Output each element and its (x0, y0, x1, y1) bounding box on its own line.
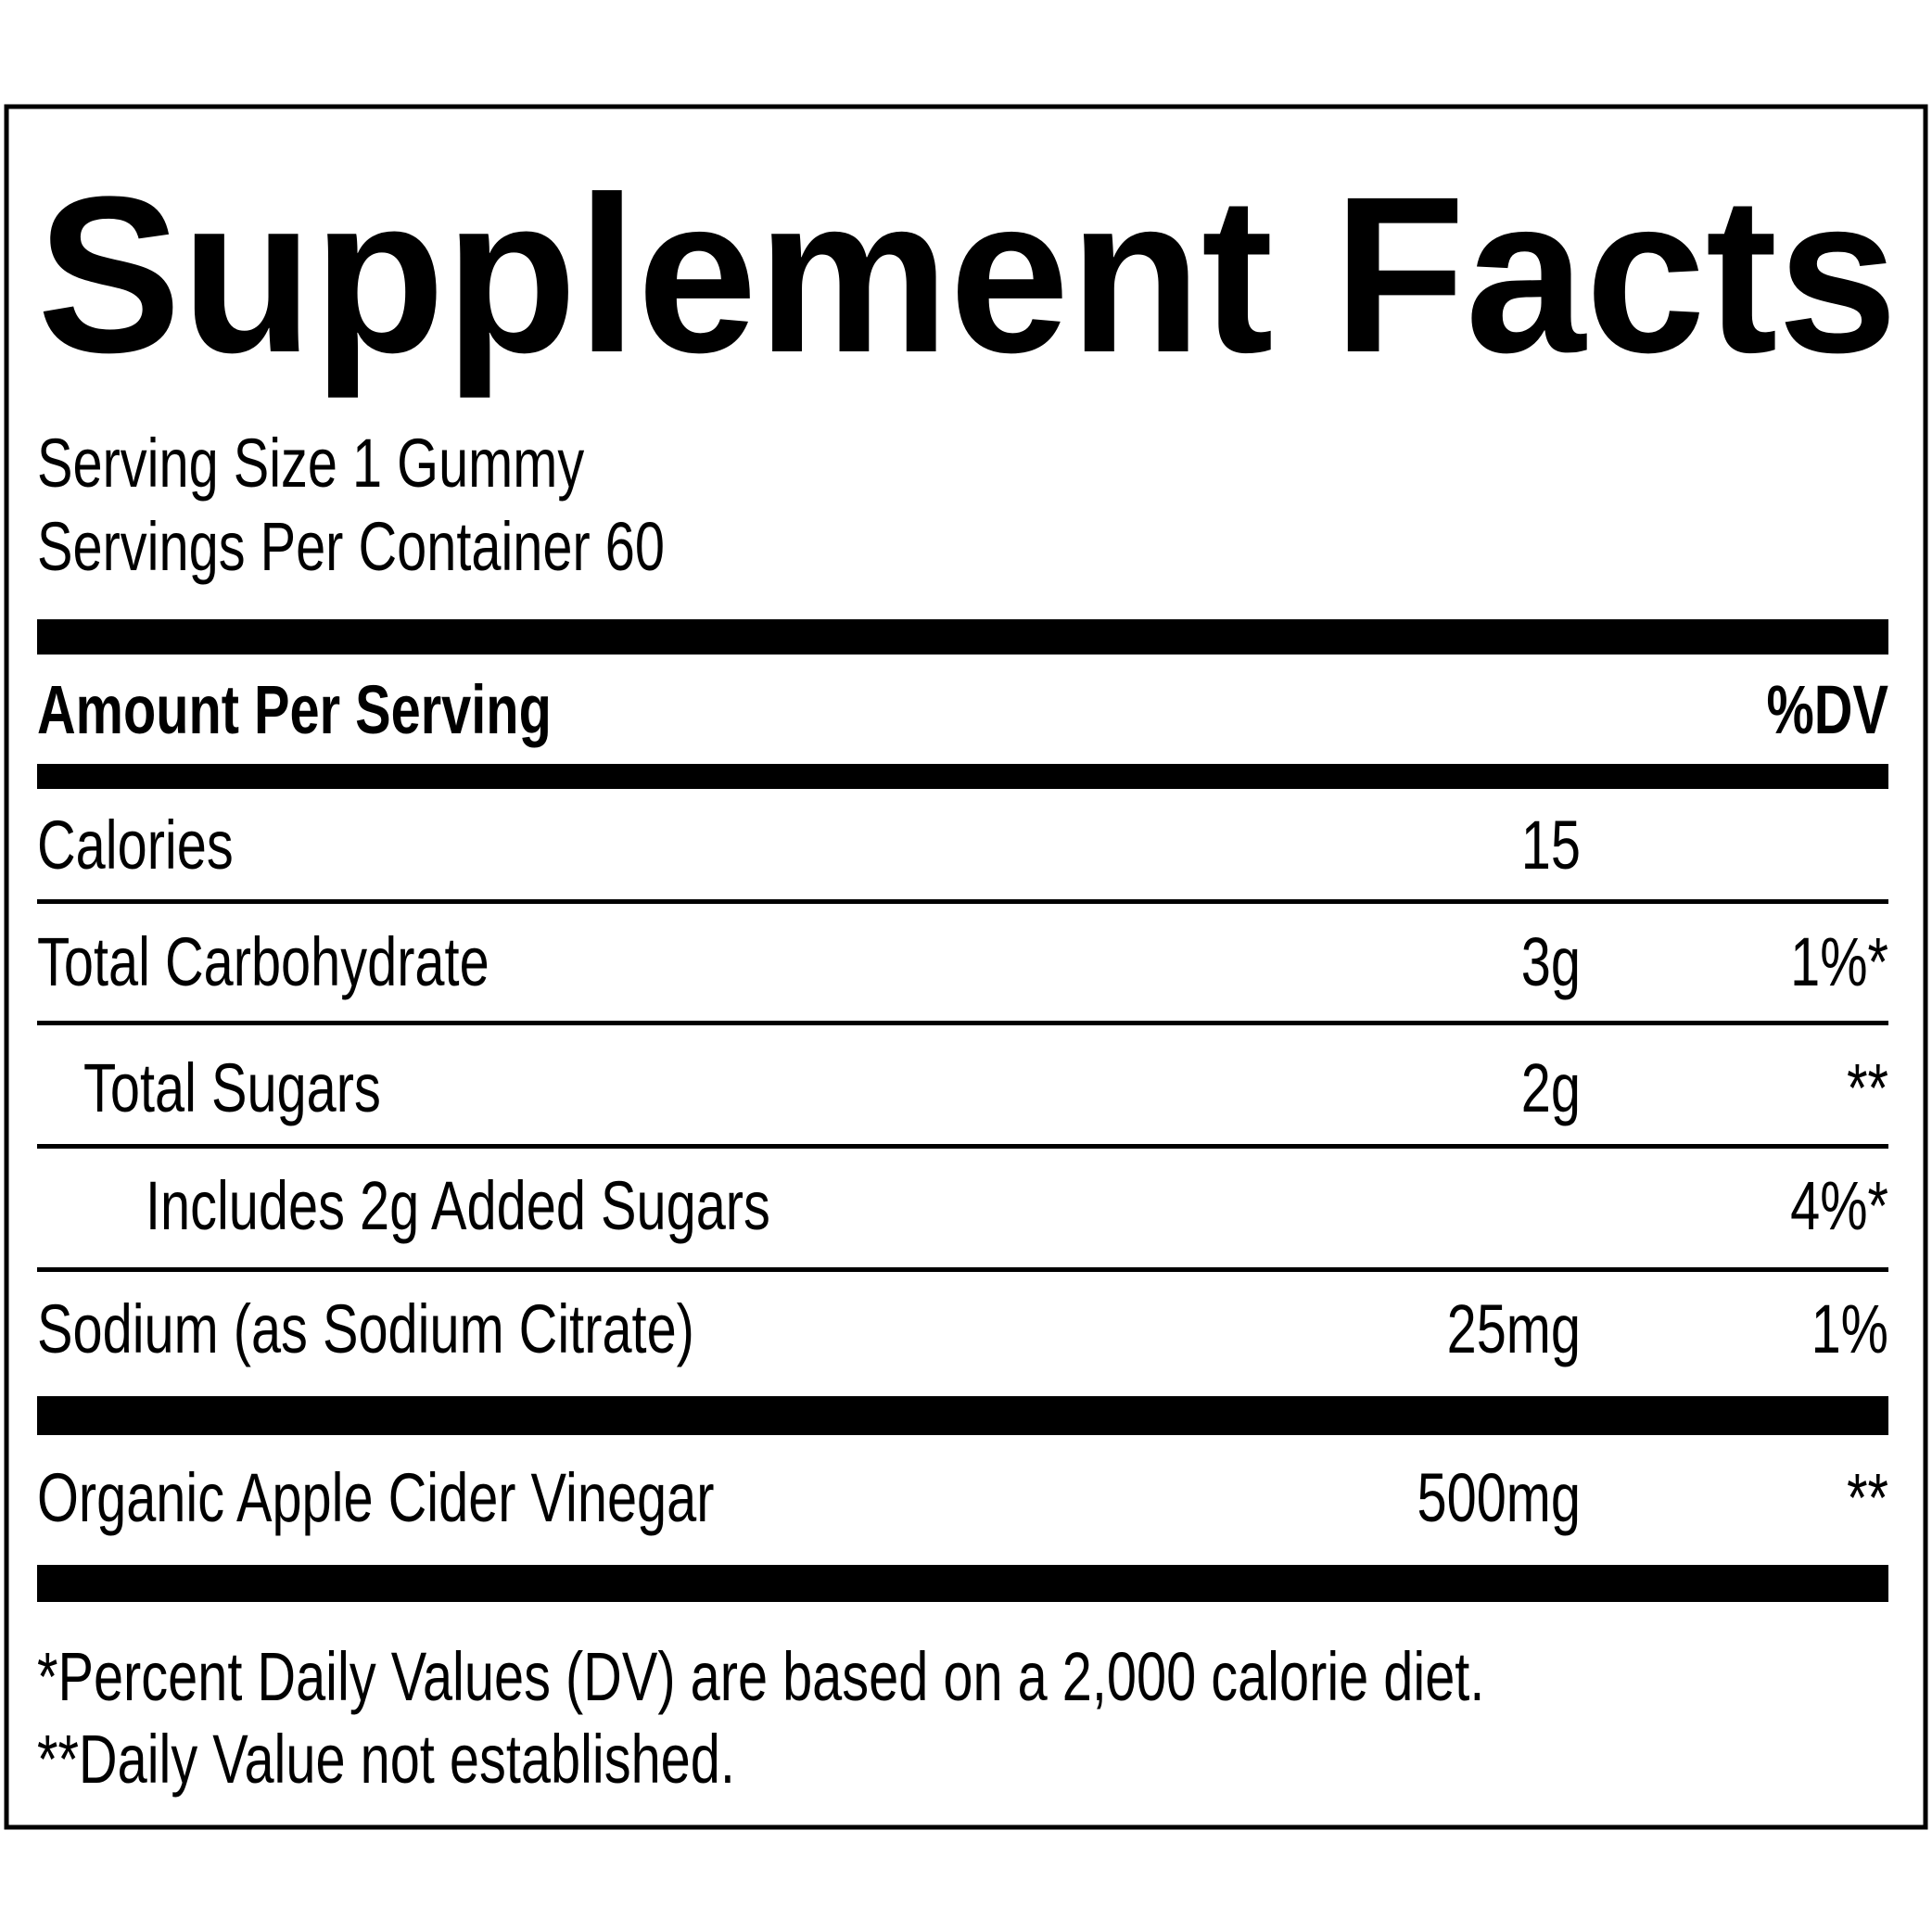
servings-per-container: Servings Per Container 60 (37, 509, 665, 586)
label-border (4, 104, 1928, 1830)
thick-rule (37, 1396, 1888, 1435)
nutrient-dv: 1%* (1790, 924, 1888, 1001)
nutrient-dv: ** (1847, 1050, 1888, 1127)
serving-size: Serving Size 1 Gummy (37, 426, 585, 502)
nutrient-dv: ** (1847, 1460, 1888, 1537)
thin-rule (37, 1267, 1888, 1272)
nutrient-amount: 3g (1521, 924, 1581, 1001)
nutrient-name: Total Sugars (83, 1050, 381, 1127)
nutrient-name: Sodium (as Sodium Citrate) (37, 1291, 694, 1368)
thin-rule (37, 899, 1888, 904)
nutrient-dv: 4%* (1790, 1168, 1888, 1245)
nutrient-amount: 2g (1521, 1050, 1581, 1127)
nutrient-name: Includes 2g Added Sugars (146, 1168, 770, 1245)
thin-rule (37, 1144, 1888, 1149)
footnote: *Percent Daily Values (DV) are based on … (37, 1639, 1484, 1716)
nutrient-amount: 25mg (1447, 1291, 1581, 1368)
medium-rule (37, 764, 1888, 789)
nutrient-name: Calories (37, 807, 234, 884)
nutrient-amount: 15 (1521, 807, 1581, 884)
dv-header: %DV (1766, 672, 1888, 749)
thin-rule (37, 1021, 1888, 1025)
footnote: **Daily Value not established. (37, 1722, 735, 1799)
thick-rule (37, 619, 1888, 655)
title: Supplement Facts (37, 150, 1898, 399)
amount-header: Amount Per Serving (37, 672, 552, 749)
nutrient-name: Organic Apple Cider Vinegar (37, 1460, 714, 1537)
nutrient-name: Total Carbohydrate (37, 924, 489, 1001)
nutrient-amount: 500mg (1417, 1460, 1581, 1537)
nutrient-dv: 1% (1811, 1291, 1888, 1368)
thick-rule (37, 1565, 1888, 1602)
